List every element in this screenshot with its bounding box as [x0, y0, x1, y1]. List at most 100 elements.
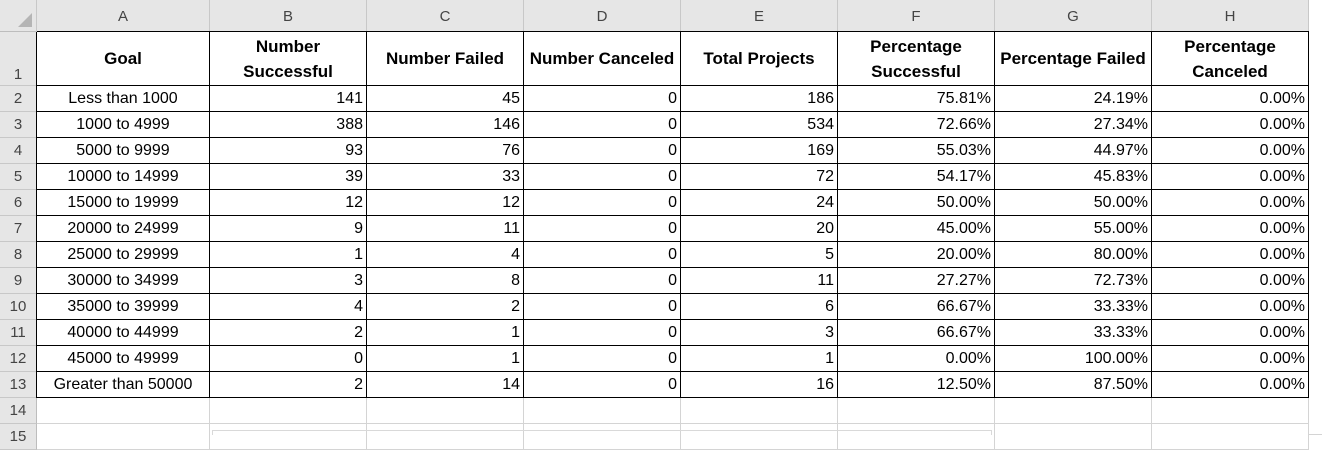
value-cell[interactable]: 534 [681, 112, 838, 138]
column-header-d[interactable]: D [524, 0, 681, 32]
value-cell[interactable]: 45 [367, 86, 524, 112]
goal-cell[interactable]: Less than 1000 [37, 86, 210, 112]
value-cell[interactable]: 3 [210, 268, 367, 294]
value-cell[interactable]: 1 [367, 320, 524, 346]
row-header-4[interactable]: 4 [0, 138, 37, 164]
empty-cell[interactable] [995, 424, 1152, 450]
value-cell[interactable]: 0.00% [838, 346, 995, 372]
value-cell[interactable]: 169 [681, 138, 838, 164]
header-cell-pct-failed[interactable]: Percentage Failed [995, 32, 1152, 86]
value-cell[interactable]: 0 [524, 138, 681, 164]
value-cell[interactable]: 4 [210, 294, 367, 320]
value-cell[interactable]: 44.97% [995, 138, 1152, 164]
row-header-8[interactable]: 8 [0, 242, 37, 268]
value-cell[interactable]: 8 [367, 268, 524, 294]
value-cell[interactable]: 0 [524, 86, 681, 112]
value-cell[interactable]: 0.00% [1152, 164, 1309, 190]
value-cell[interactable]: 1 [210, 242, 367, 268]
value-cell[interactable]: 12.50% [838, 372, 995, 398]
value-cell[interactable]: 16 [681, 372, 838, 398]
goal-cell[interactable]: 25000 to 29999 [37, 242, 210, 268]
empty-cell[interactable] [995, 398, 1152, 424]
value-cell[interactable]: 0.00% [1152, 190, 1309, 216]
value-cell[interactable]: 186 [681, 86, 838, 112]
row-header-7[interactable]: 7 [0, 216, 37, 242]
value-cell[interactable]: 24 [681, 190, 838, 216]
value-cell[interactable]: 388 [210, 112, 367, 138]
column-header-c[interactable]: C [367, 0, 524, 32]
value-cell[interactable]: 50.00% [838, 190, 995, 216]
goal-cell[interactable]: 20000 to 24999 [37, 216, 210, 242]
value-cell[interactable]: 14 [367, 372, 524, 398]
goal-cell[interactable]: 35000 to 39999 [37, 294, 210, 320]
empty-cell[interactable] [37, 424, 210, 450]
value-cell[interactable]: 0 [524, 294, 681, 320]
empty-cell[interactable] [367, 424, 524, 450]
value-cell[interactable]: 45.00% [838, 216, 995, 242]
value-cell[interactable]: 54.17% [838, 164, 995, 190]
value-cell[interactable]: 55.03% [838, 138, 995, 164]
header-cell-goal[interactable]: Goal [37, 32, 210, 86]
goal-cell[interactable]: 30000 to 34999 [37, 268, 210, 294]
value-cell[interactable]: 0 [524, 164, 681, 190]
goal-cell[interactable]: 40000 to 44999 [37, 320, 210, 346]
header-cell-num-canceled[interactable]: Number Canceled [524, 32, 681, 86]
value-cell[interactable]: 0 [524, 268, 681, 294]
value-cell[interactable]: 0 [524, 190, 681, 216]
row-header-9[interactable]: 9 [0, 268, 37, 294]
row-header-12[interactable]: 12 [0, 346, 37, 372]
empty-cell[interactable] [210, 424, 367, 450]
value-cell[interactable]: 66.67% [838, 294, 995, 320]
value-cell[interactable]: 55.00% [995, 216, 1152, 242]
empty-cell[interactable] [37, 398, 210, 424]
header-cell-num-failed[interactable]: Number Failed [367, 32, 524, 86]
value-cell[interactable]: 146 [367, 112, 524, 138]
value-cell[interactable]: 39 [210, 164, 367, 190]
header-cell-total-projects[interactable]: Total Projects [681, 32, 838, 86]
value-cell[interactable]: 11 [367, 216, 524, 242]
column-header-g[interactable]: G [995, 0, 1152, 32]
header-cell-pct-successful[interactable]: Percentage Successful [838, 32, 995, 86]
row-header-10[interactable]: 10 [0, 294, 37, 320]
value-cell[interactable]: 50.00% [995, 190, 1152, 216]
row-header-15[interactable]: 15 [0, 424, 37, 450]
value-cell[interactable]: 0 [524, 320, 681, 346]
empty-cell[interactable] [1152, 398, 1309, 424]
value-cell[interactable]: 12 [367, 190, 524, 216]
value-cell[interactable]: 0.00% [1152, 372, 1309, 398]
column-header-e[interactable]: E [681, 0, 838, 32]
value-cell[interactable]: 0.00% [1152, 86, 1309, 112]
goal-cell[interactable]: 45000 to 49999 [37, 346, 210, 372]
value-cell[interactable]: 72.66% [838, 112, 995, 138]
value-cell[interactable]: 66.67% [838, 320, 995, 346]
value-cell[interactable]: 20.00% [838, 242, 995, 268]
value-cell[interactable]: 33 [367, 164, 524, 190]
value-cell[interactable]: 0 [524, 372, 681, 398]
value-cell[interactable]: 141 [210, 86, 367, 112]
value-cell[interactable]: 72.73% [995, 268, 1152, 294]
value-cell[interactable]: 2 [210, 320, 367, 346]
value-cell[interactable]: 0 [210, 346, 367, 372]
value-cell[interactable]: 0.00% [1152, 320, 1309, 346]
goal-cell[interactable]: 15000 to 19999 [37, 190, 210, 216]
select-all-corner[interactable] [0, 0, 37, 32]
header-cell-num-successful[interactable]: Number Successful [210, 32, 367, 86]
header-cell-pct-canceled[interactable]: Percentage Canceled [1152, 32, 1309, 86]
value-cell[interactable]: 0.00% [1152, 138, 1309, 164]
value-cell[interactable]: 80.00% [995, 242, 1152, 268]
goal-cell[interactable]: 1000 to 4999 [37, 112, 210, 138]
value-cell[interactable]: 12 [210, 190, 367, 216]
row-header-13[interactable]: 13 [0, 372, 37, 398]
empty-cell[interactable] [838, 398, 995, 424]
value-cell[interactable]: 0.00% [1152, 112, 1309, 138]
value-cell[interactable]: 6 [681, 294, 838, 320]
value-cell[interactable]: 0 [524, 112, 681, 138]
row-header-5[interactable]: 5 [0, 164, 37, 190]
value-cell[interactable]: 0.00% [1152, 242, 1309, 268]
value-cell[interactable]: 0 [524, 346, 681, 372]
empty-cell[interactable] [1152, 424, 1309, 450]
row-header-6[interactable]: 6 [0, 190, 37, 216]
value-cell[interactable]: 11 [681, 268, 838, 294]
empty-cell[interactable] [210, 398, 367, 424]
value-cell[interactable]: 75.81% [838, 86, 995, 112]
